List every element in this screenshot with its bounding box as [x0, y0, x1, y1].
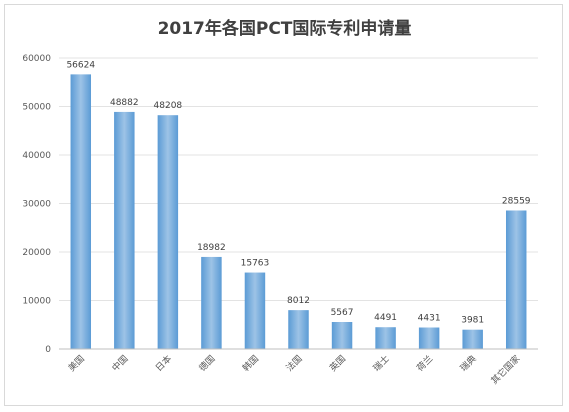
bar-0: [70, 74, 92, 349]
x-tick-label: 其它国家: [488, 353, 522, 387]
y-tick-label: 10000: [22, 297, 51, 307]
x-tick-label: 日本: [153, 353, 174, 374]
y-tick-label: 40000: [22, 151, 51, 161]
y-tick-label: 30000: [22, 200, 51, 210]
bar-4: [244, 272, 266, 349]
x-tick-label: 瑞典: [458, 353, 479, 374]
bar-5: [288, 310, 309, 349]
data-labels: 56624 48882 48208 18982 15763 8012 5567 4491 443…: [66, 60, 530, 325]
y-tick-label: 0: [45, 345, 51, 355]
data-label: 15763: [241, 259, 270, 269]
x-tick-label: 德国: [196, 353, 217, 374]
x-tick-label: 法国: [283, 353, 304, 374]
x-axis-labels: 美国 中国 日本 德国 韩国 法国 英国 瑞士 荷兰 瑞典 其它国家: [66, 353, 523, 387]
data-label: 48882: [110, 98, 139, 108]
data-label: 4431: [418, 314, 441, 324]
x-tick-label: 瑞士: [370, 353, 391, 374]
x-tick-label: 中国: [109, 353, 130, 374]
bar-8: [418, 327, 440, 349]
bar-9: [462, 329, 483, 349]
bar-1: [114, 111, 135, 349]
data-label: 3981: [461, 316, 484, 326]
bars: [70, 74, 527, 350]
chart-title: 2017年各国PCT国际专利申请量: [157, 19, 412, 39]
gridlines: [59, 57, 538, 301]
data-label: 8012: [287, 296, 310, 306]
x-tick-label: 美国: [66, 353, 87, 374]
y-axis-ticks: 0 10000 20000 30000 40000 50000 60000: [22, 54, 51, 355]
data-label: 5567: [331, 308, 354, 318]
bar-3: [201, 256, 222, 349]
x-tick-label: 英国: [327, 353, 348, 374]
data-label: 18982: [197, 243, 226, 253]
y-tick-label: 60000: [22, 54, 51, 64]
y-tick-label: 20000: [22, 248, 51, 258]
x-tick-label: 韩国: [240, 353, 261, 374]
bar-7: [375, 327, 396, 349]
y-tick-label: 50000: [22, 103, 51, 113]
bar-6: [331, 322, 353, 349]
data-label: 56624: [66, 60, 95, 70]
data-label: 48208: [154, 101, 183, 111]
bar-2: [157, 115, 179, 350]
x-tick-label: 荷兰: [414, 353, 435, 374]
data-label: 28559: [502, 196, 531, 206]
data-label: 4491: [374, 313, 397, 323]
bar-10: [505, 210, 527, 349]
